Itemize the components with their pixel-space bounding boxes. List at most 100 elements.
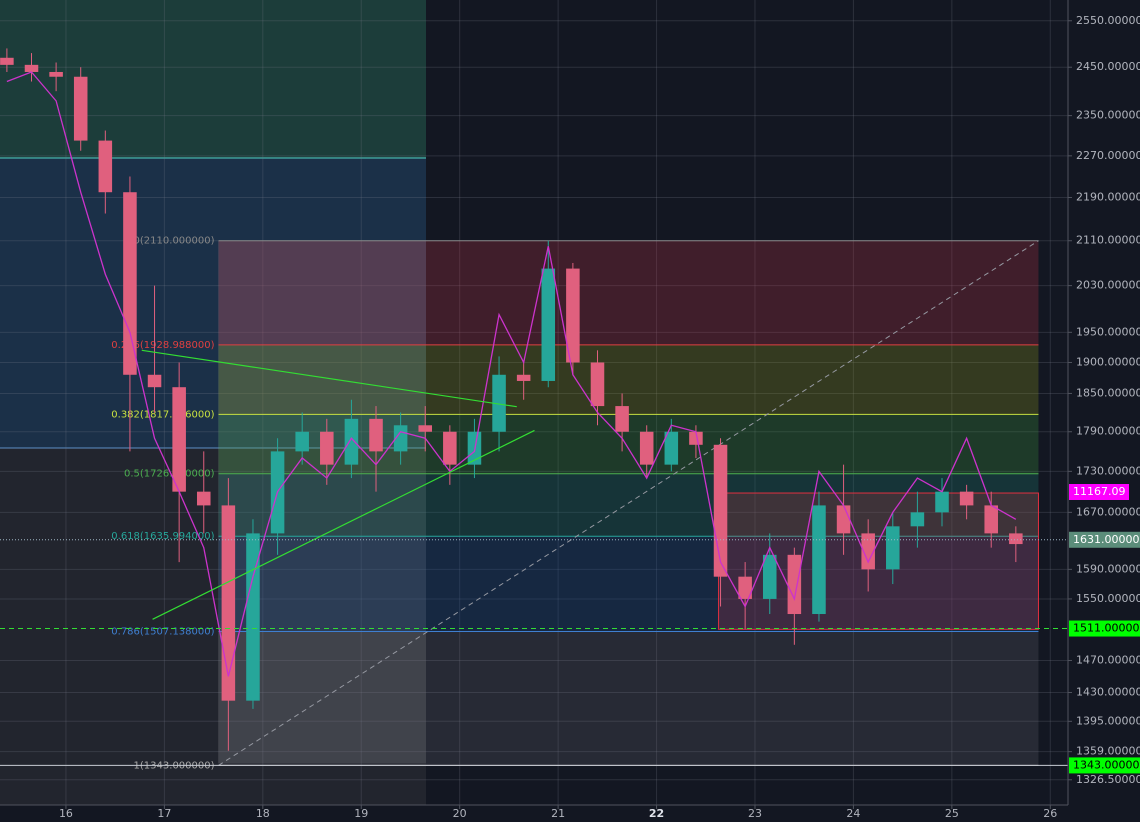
candle-body	[196, 491, 211, 506]
y-tick-label: 1950.000000	[1076, 325, 1140, 338]
x-tick-label: 19	[354, 807, 368, 820]
candle-body	[812, 505, 826, 615]
x-tick-label: 17	[157, 807, 171, 820]
position-lower-zone	[0, 448, 426, 805]
x-tick-label: 23	[748, 807, 762, 820]
grid	[0, 0, 1068, 805]
x-tick-label: 25	[945, 807, 959, 820]
y-tick-label: 2450.000000	[1076, 60, 1140, 73]
y-tick-label: 2190.000000	[1076, 191, 1140, 204]
y-tick-label: 1395.000000	[1076, 714, 1140, 727]
candle-body	[836, 505, 851, 534]
candle-body	[935, 491, 949, 513]
candle-body	[762, 554, 777, 599]
candle-body	[369, 418, 383, 452]
fib-trend	[218, 240, 1039, 766]
x-tick-label: 20	[453, 807, 467, 820]
y-tick-label: 2030.000000	[1076, 279, 1140, 292]
axes: 2550.000000 2450.000000 2350.000000 2270.00…	[59, 14, 1140, 820]
candle-body	[541, 268, 556, 381]
y-tick-label: 2270.000000	[1076, 149, 1140, 162]
candle-body	[73, 76, 88, 141]
candle-body	[787, 554, 802, 615]
fib-zone	[218, 536, 1039, 632]
candle-body	[443, 431, 457, 465]
price-tag-label: 1631.000000	[1073, 533, 1140, 546]
candle-body	[172, 387, 186, 492]
candle-body	[984, 505, 998, 534]
candle-body	[1009, 533, 1023, 545]
y-tick-label: 1730.000000	[1076, 464, 1140, 477]
candle-body	[713, 444, 728, 577]
x-tick-label: 21	[551, 807, 565, 820]
price-tag	[1069, 757, 1140, 774]
candle-body	[246, 533, 260, 701]
price-axis	[1068, 0, 1140, 822]
x-tick-label: 22	[649, 807, 664, 820]
candle-body	[344, 418, 359, 465]
indicator-tag	[1069, 484, 1129, 500]
price-tag-label: 1511.000000	[1073, 622, 1140, 635]
fib-label: 0(2110.000000)	[134, 236, 215, 247]
plot	[0, 48, 1068, 766]
x-tick-label: 24	[846, 807, 860, 820]
price-tag	[1069, 620, 1140, 637]
trendline	[152, 429, 535, 620]
candle-body	[910, 512, 925, 527]
position-loss-zone	[0, 158, 426, 448]
fib-label: 0.786(1507.138000)	[111, 627, 214, 638]
candle-body	[959, 491, 974, 506]
candle-body	[689, 431, 703, 445]
price-tag	[1069, 531, 1140, 548]
indicator-tag-label: 11167.09	[1073, 485, 1126, 498]
fib-zone	[218, 631, 1039, 766]
fib-zone	[218, 344, 1039, 415]
x-tick-label: 16	[59, 807, 73, 820]
overlay-line	[6, 71, 1017, 677]
candle-body	[393, 425, 408, 452]
candle-body	[320, 431, 334, 465]
candle-body	[590, 362, 605, 407]
candle-body	[123, 192, 137, 375]
fib-label: 0.618(1635.994000)	[111, 531, 214, 542]
candle-body	[221, 505, 236, 701]
fib-retracement: 0(2110.000000) 0.236(1928.988000) 0.382(18…	[111, 236, 1039, 771]
price-tag-label: 1343.000000	[1073, 758, 1140, 771]
candle-body	[24, 64, 39, 72]
candle-body	[664, 431, 679, 465]
y-tick-label: 1326.50000	[1076, 773, 1140, 786]
y-tick-label: 2550.000000	[1076, 14, 1140, 27]
trendline	[141, 349, 517, 408]
y-tick-label: 1900.000000	[1076, 355, 1140, 368]
y-tick-label: 2110.000000	[1076, 234, 1140, 247]
y-tick-label: 1550.000000	[1076, 592, 1140, 605]
y-tick-label: 1850.000000	[1076, 386, 1140, 399]
y-tick-label: 2350.000000	[1076, 109, 1140, 122]
candle-body	[861, 533, 875, 570]
y-tick-label: 1359.000000	[1076, 745, 1140, 758]
fib-label: 0.5(1726.500000)	[124, 469, 215, 480]
candle-body	[0, 57, 14, 65]
candle-body	[738, 576, 752, 599]
candle-body	[492, 374, 506, 432]
fib-label: 0.236(1928.988000)	[111, 340, 214, 351]
candle-body	[98, 140, 113, 193]
candle-body	[615, 406, 629, 432]
candle-body	[295, 431, 309, 452]
x-tick-label: 26	[1043, 807, 1057, 820]
y-tick-label: 1790.000000	[1076, 425, 1140, 438]
y-tick-label: 1470.000000	[1076, 653, 1140, 666]
fib-zone	[218, 240, 1039, 345]
fib-label: 0.382(1817.006000)	[111, 409, 214, 420]
fib-zone	[218, 473, 1039, 537]
candle-body	[639, 431, 654, 465]
y-tick-label: 1430.000000	[1076, 686, 1140, 699]
y-tick-label: 1670.000000	[1076, 505, 1140, 518]
x-tick-label: 18	[256, 807, 270, 820]
candle-body	[418, 425, 432, 432]
position-profit-zone	[0, 0, 426, 158]
y-tick-label: 1590.000000	[1076, 562, 1140, 575]
candle-body	[886, 526, 900, 570]
candle-body	[147, 374, 162, 388]
